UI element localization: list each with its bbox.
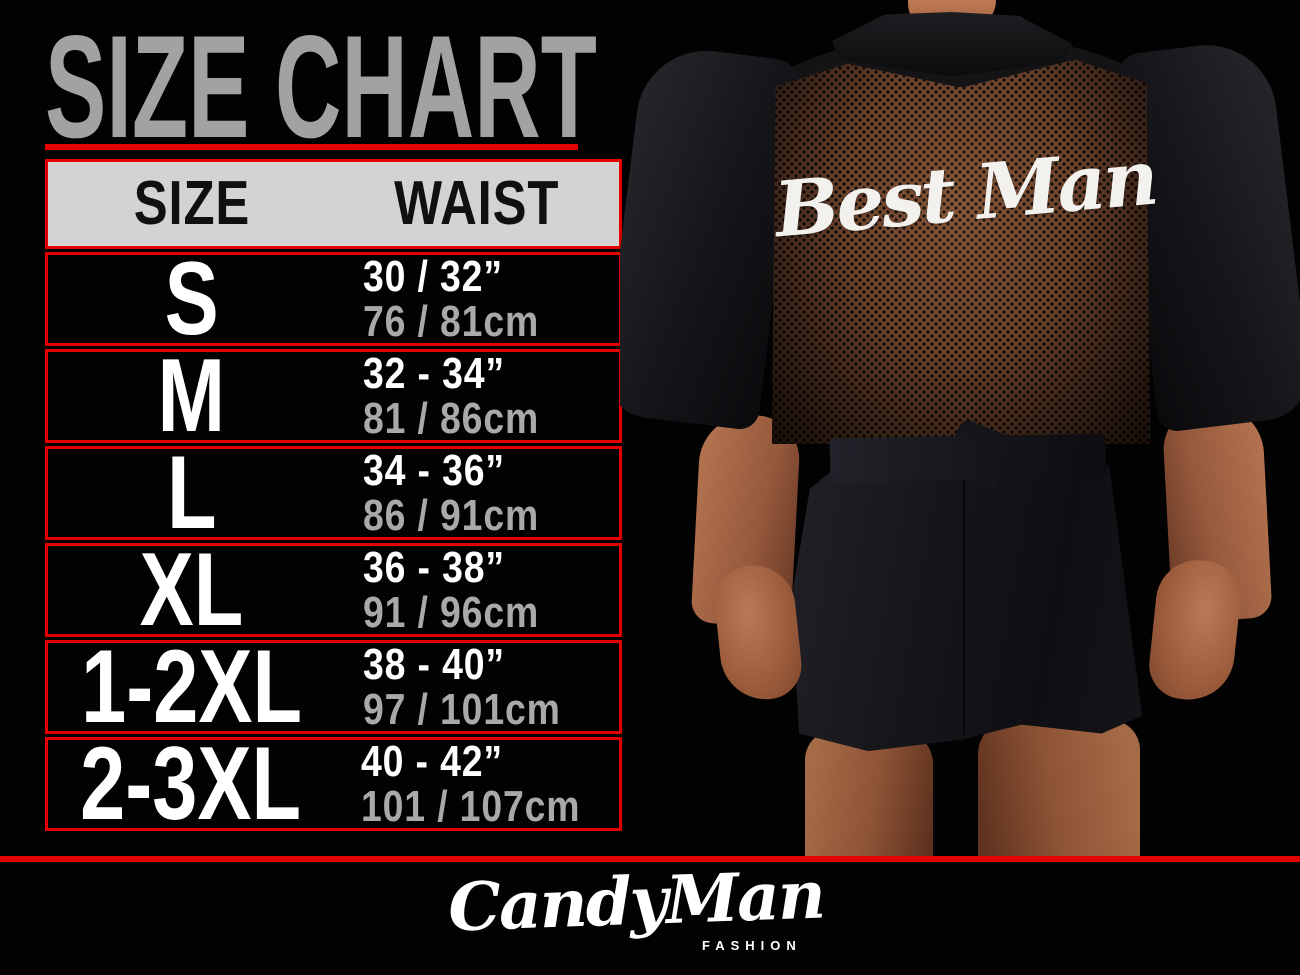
- size-label: 2-3XL: [79, 726, 301, 842]
- table-row-s: S 30 / 32” 76 / 81cm: [45, 241, 622, 357]
- size-cell: XL: [48, 532, 335, 648]
- table-row-l: L 34 - 36” 86 / 91cm: [45, 435, 622, 551]
- size-label: M: [157, 338, 226, 454]
- size-table: SIZE WAIST S 30 / 32” 76 / 81cm M 32 - 3…: [45, 159, 622, 842]
- waist-cell: 34 - 36” 86 / 91cm: [335, 446, 619, 540]
- waist-cell: 40 - 42” 101 / 107cm: [333, 737, 619, 831]
- size-cell: 2-3XL: [48, 726, 333, 842]
- brand-sub-label: FASHION: [702, 938, 802, 953]
- robe-skirt: [791, 465, 1143, 752]
- waist-cm: 97 / 101cm: [363, 685, 561, 734]
- table-row-m: M 32 - 34” 81 / 86cm: [45, 338, 622, 454]
- column-header-waist-cell: WAIST: [335, 162, 619, 246]
- garment-back-text: Best Man: [771, 132, 1159, 254]
- column-header-waist: WAIST: [394, 169, 560, 238]
- table-header-row: SIZE WAIST: [45, 159, 622, 249]
- size-cell: L: [48, 435, 335, 551]
- waist-cm: 86 / 91cm: [363, 491, 540, 540]
- title-underline: [45, 144, 578, 150]
- robe-belt: [829, 433, 1107, 483]
- waist-cm: 91 / 96cm: [363, 588, 540, 637]
- size-cell: S: [48, 241, 335, 357]
- waist-inches: 36 - 38”: [363, 543, 505, 592]
- size-label: S: [164, 241, 219, 357]
- table-row-xl: XL 36 - 38” 91 / 96cm: [45, 532, 622, 648]
- column-header-size: SIZE: [133, 169, 250, 238]
- size-label: 1-2XL: [81, 629, 302, 745]
- waist-cm: 76 / 81cm: [363, 297, 540, 346]
- waist-cm: 81 / 86cm: [363, 394, 540, 443]
- mesh-shading: [772, 59, 1150, 444]
- waist-cell: 36 - 38” 91 / 96cm: [335, 543, 619, 637]
- waist-cell: 32 - 34” 81 / 86cm: [335, 349, 619, 443]
- footer: CandyMan FASHION: [0, 855, 1300, 975]
- size-label: L: [166, 435, 217, 551]
- waist-inches: 40 - 42”: [360, 737, 503, 786]
- table-row-2-3xl: 2-3XL 40 - 42” 101 / 107cm: [45, 726, 622, 842]
- model-left-leg: [805, 730, 933, 858]
- waist-cell: 30 / 32” 76 / 81cm: [335, 252, 619, 346]
- size-label: XL: [139, 532, 244, 648]
- model-right-hand: [1145, 555, 1245, 705]
- waist-inches: 30 / 32”: [363, 252, 503, 301]
- waist-cell: 38 - 40” 97 / 101cm: [335, 640, 619, 734]
- table-row-1-2xl: 1-2XL 38 - 40” 97 / 101cm: [45, 629, 622, 745]
- size-cell: 1-2XL: [48, 629, 335, 745]
- model-right-leg: [978, 720, 1140, 858]
- waist-inches: 38 - 40”: [363, 640, 505, 689]
- footer-divider: [0, 856, 1300, 862]
- waist-cm: 101 / 107cm: [360, 782, 581, 831]
- product-photo: Best Man: [620, 0, 1300, 858]
- column-header-size-cell: SIZE: [48, 162, 335, 246]
- page-title: SIZE CHART: [45, 5, 597, 168]
- waist-inches: 32 - 34”: [363, 349, 505, 398]
- size-cell: M: [48, 338, 335, 454]
- robe-skirt-seam: [963, 475, 966, 735]
- waist-inches: 34 - 36”: [363, 446, 505, 495]
